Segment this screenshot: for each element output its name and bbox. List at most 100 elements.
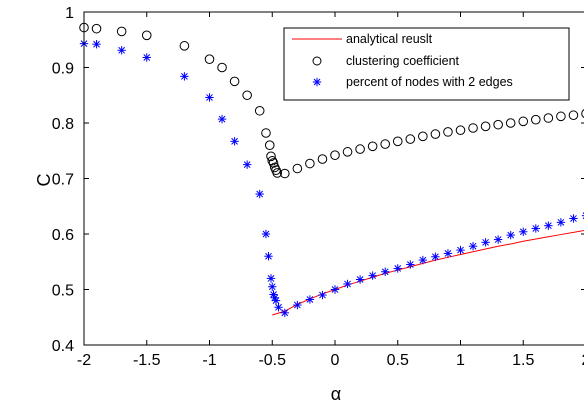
data-point-clustering xyxy=(266,151,276,162)
data-point-clustering xyxy=(91,23,102,34)
data-point-clustering xyxy=(179,41,190,51)
legend-label-clustering: clustering coefficient xyxy=(346,54,460,68)
legend-label-analytical: analytical reuslt xyxy=(346,32,433,46)
data-point-percent xyxy=(456,245,465,255)
y-axis-label: C xyxy=(34,174,54,187)
data-point-clustering xyxy=(261,128,271,138)
x-tick-label: 0.5 xyxy=(387,352,409,369)
data-point-percent xyxy=(261,229,271,239)
data-point-percent xyxy=(264,252,273,261)
x-tick-label: 2 xyxy=(582,352,584,369)
legend: analytical reuslt clustering coefficient… xyxy=(283,27,570,101)
data-point-percent xyxy=(355,275,365,284)
data-point-clustering xyxy=(455,125,466,136)
data-point-percent xyxy=(343,279,352,289)
data-point-percent xyxy=(274,303,283,312)
legend-asterisk-swatch xyxy=(312,77,322,87)
data-point-clustering xyxy=(268,158,279,168)
data-point-clustering xyxy=(116,26,127,37)
x-tick-label: -1.5 xyxy=(133,352,161,369)
data-point-clustering xyxy=(556,111,566,122)
data-point-percent xyxy=(531,224,540,233)
x-axis-label: α xyxy=(331,384,341,404)
y-tick-label: 1 xyxy=(65,5,74,22)
data-point-clustering xyxy=(292,163,303,174)
y-tick-label: 0.9 xyxy=(52,61,74,78)
data-point-percent xyxy=(393,264,402,273)
data-point-percent xyxy=(271,296,281,305)
data-point-clustering xyxy=(305,158,315,169)
data-point-clustering xyxy=(272,168,283,178)
data-point-clustering xyxy=(443,127,453,137)
data-point-percent xyxy=(368,271,377,280)
data-point-percent xyxy=(117,46,126,55)
data-point-clustering xyxy=(355,144,365,154)
data-point-percent xyxy=(556,218,566,227)
data-point-percent xyxy=(506,230,515,240)
data-point-percent xyxy=(92,39,101,49)
data-point-clustering xyxy=(330,150,340,160)
y-tick-label: 0.6 xyxy=(52,227,74,244)
ticks-layer: -2 -1.5 -1 -0.5 0 0.5 1 1.5 2 0.4 0.5 0.6 0.7 0.8 0.9 1 xyxy=(52,5,584,369)
data-point-percent xyxy=(280,308,289,318)
data-point-percent xyxy=(544,221,553,230)
data-point-percent xyxy=(418,255,428,265)
data-point-percent xyxy=(330,285,340,294)
x-tick-label: 1.5 xyxy=(512,352,534,369)
data-point-percent xyxy=(266,274,276,283)
data-point-clustering xyxy=(317,154,328,164)
data-point-clustering xyxy=(204,54,215,64)
data-point-percent xyxy=(293,300,302,310)
y-tick-label: 0.7 xyxy=(52,172,74,189)
data-point-clustering xyxy=(581,109,584,118)
data-point-percent xyxy=(519,227,528,236)
data-point-percent xyxy=(242,160,252,169)
data-point-clustering xyxy=(217,62,227,73)
data-point-percent xyxy=(305,295,315,304)
data-point-percent xyxy=(406,260,415,269)
y-tick-label: 0.4 xyxy=(52,338,74,355)
x-tick-label: 0 xyxy=(331,352,340,369)
data-point-clustering xyxy=(405,134,416,144)
data-point-clustering xyxy=(229,76,240,87)
data-point-clustering xyxy=(264,140,275,150)
legend-label-percent: percent of nodes with 2 edges xyxy=(346,75,513,89)
legend-box xyxy=(283,27,570,101)
data-point-clustering xyxy=(418,131,428,142)
legend-circle-swatch xyxy=(312,56,322,66)
data-point-clustering xyxy=(242,90,252,101)
data-point-percent xyxy=(468,242,478,251)
data-point-percent xyxy=(255,189,264,199)
data-point-percent xyxy=(381,267,390,276)
data-point-clustering xyxy=(392,136,403,147)
data-point-clustering xyxy=(531,114,541,125)
data-point-percent xyxy=(569,214,578,223)
data-point-clustering xyxy=(254,105,265,116)
data-point-percent xyxy=(493,235,503,244)
data-point-percent xyxy=(142,53,151,62)
data-point-clustering xyxy=(568,110,579,121)
data-point-clustering xyxy=(430,129,441,139)
x-tick-label: -1 xyxy=(202,352,216,369)
data-point-percent xyxy=(481,238,490,247)
data-point-percent xyxy=(443,249,453,258)
data-point-clustering xyxy=(267,155,278,166)
data-point-percent xyxy=(431,252,440,261)
data-point-clustering xyxy=(280,168,290,179)
plot-layer xyxy=(79,22,584,318)
data-point-clustering xyxy=(367,141,378,152)
data-point-clustering xyxy=(505,118,516,128)
data-point-percent xyxy=(230,137,239,146)
data-point-percent xyxy=(180,72,189,81)
x-tick-label: -0.5 xyxy=(258,352,286,369)
x-tick-label: 1 xyxy=(456,352,465,369)
data-point-percent xyxy=(205,93,214,102)
data-point-percent xyxy=(217,114,227,124)
data-point-clustering xyxy=(543,113,554,123)
legend-asterisk-glyph xyxy=(312,77,322,87)
data-point-clustering xyxy=(141,30,152,41)
data-point-clustering xyxy=(380,139,391,149)
data-point-clustering xyxy=(518,116,529,127)
y-tick-label: 0.5 xyxy=(52,283,74,300)
